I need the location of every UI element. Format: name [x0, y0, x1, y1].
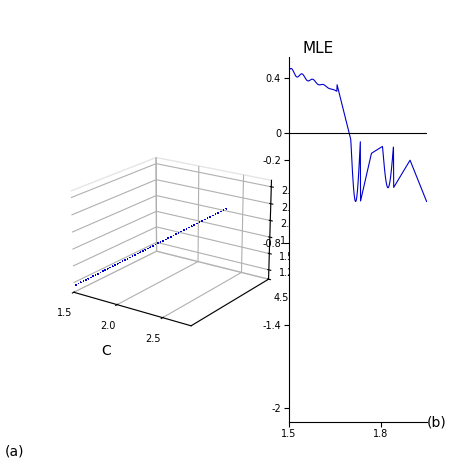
Text: MLE: MLE [302, 41, 334, 56]
X-axis label: C: C [101, 344, 111, 357]
Text: (a): (a) [5, 444, 24, 458]
Text: (b): (b) [427, 416, 447, 429]
